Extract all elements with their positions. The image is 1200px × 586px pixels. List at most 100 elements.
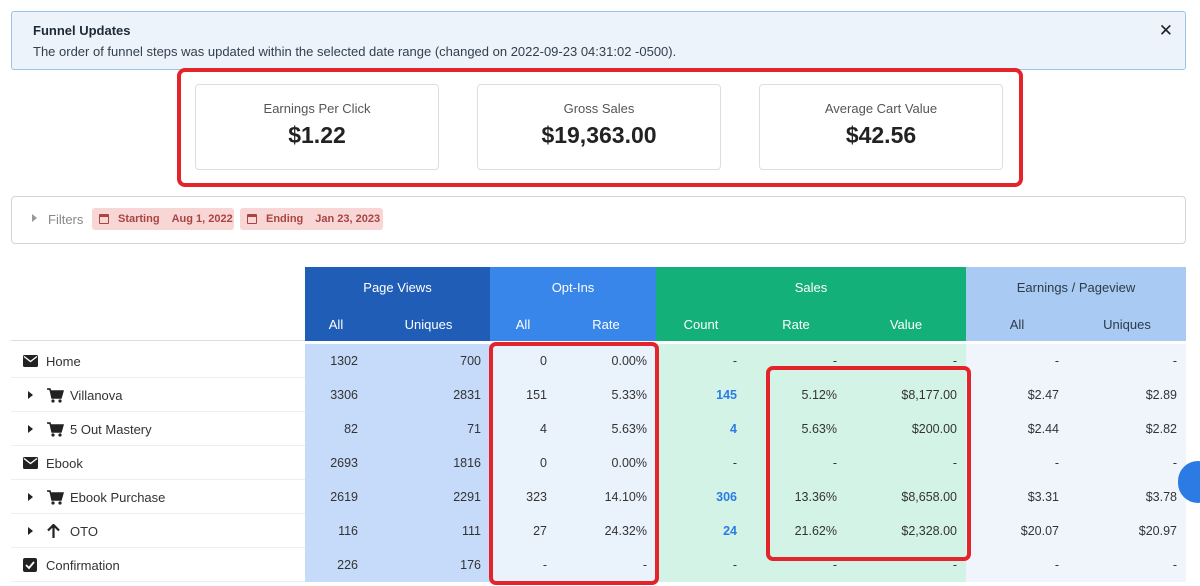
cell-oi-all: 323 — [490, 480, 556, 514]
funnel-updates-alert: Funnel Updates The order of funnel steps… — [11, 11, 1186, 70]
cell-sa-count[interactable]: 306 — [656, 480, 746, 514]
stat-label: Gross Sales — [563, 101, 635, 116]
help-chat-button[interactable] — [1178, 461, 1200, 503]
calendar-icon — [247, 214, 257, 224]
end-date-chip[interactable]: Ending Jan 23, 2023 — [240, 208, 383, 230]
cell-pv-uniques: 700 — [367, 344, 490, 378]
caret-right-icon[interactable] — [28, 391, 33, 399]
col-header-sa-value[interactable]: Value — [846, 307, 966, 341]
step-name[interactable]: Villanova — [70, 387, 123, 403]
cell-sa-value: $8,177.00 — [846, 378, 966, 412]
cell-sa-rate: - — [746, 344, 846, 378]
cell-oi-rate: 24.32% — [556, 514, 656, 548]
cell-pv-all: 116 — [305, 514, 367, 548]
filters-toggle[interactable]: Filters — [48, 212, 84, 227]
step-name[interactable]: Ebook Purchase — [70, 489, 166, 505]
cell-pv-all: 82 — [305, 412, 367, 446]
cell-ep-all: $2.47 — [966, 378, 1068, 412]
col-header-pv-uniques[interactable]: Uniques — [367, 307, 490, 341]
envelope-icon — [23, 354, 38, 372]
row-divider — [11, 513, 305, 514]
cell-ep-all: $20.07 — [966, 514, 1068, 548]
cell-sa-count[interactable]: 4 — [656, 412, 746, 446]
col-header-oi-rate[interactable]: Rate — [556, 307, 656, 341]
sales-highlight-outline — [766, 366, 971, 561]
col-header-oi-all[interactable]: All — [490, 307, 556, 341]
stat-value: $1.22 — [288, 122, 346, 148]
step-name[interactable]: OTO — [70, 523, 98, 539]
stat-value: $42.56 — [845, 122, 917, 148]
cell-sa-rate: 5.12% — [746, 378, 846, 412]
step-name[interactable]: Ebook — [46, 455, 83, 471]
stat-card-gross-sales: Gross Sales $19,363.00 — [477, 84, 721, 170]
table-row: Home 1302 700 0 0.00% - - - - - — [11, 344, 1186, 378]
cell-pv-all: 1302 — [305, 344, 367, 378]
cell-sa-value: - — [846, 548, 966, 582]
end-date-label: Ending — [266, 213, 304, 225]
cell-pv-all: 2619 — [305, 480, 367, 514]
row-divider — [11, 479, 305, 480]
cell-ep-uniques: - — [1068, 446, 1186, 480]
caret-right-icon[interactable] — [32, 214, 37, 222]
calendar-icon — [99, 214, 109, 224]
cell-sa-count[interactable]: 145 — [656, 378, 746, 412]
col-header-pv-all[interactable]: All — [305, 307, 367, 341]
group-header-earnings-pageview: Earnings / Pageview — [966, 267, 1186, 307]
table-row: OTO 116 111 27 24.32% 24 21.62% $2,328.00 $20.07… — [11, 514, 1186, 548]
cell-sa-count: - — [656, 446, 746, 480]
cart-icon — [47, 388, 64, 408]
close-icon[interactable]: ✕ — [1158, 21, 1173, 40]
group-header-page-views: Page Views — [305, 267, 490, 307]
caret-right-icon[interactable] — [28, 425, 33, 433]
cell-sa-value: $200.00 — [846, 412, 966, 446]
cell-sa-rate: - — [746, 446, 846, 480]
col-header-sa-count[interactable]: Count — [656, 307, 746, 341]
stat-card-earnings-per-click: Earnings Per Click $1.22 — [195, 84, 439, 170]
cell-oi-all: - — [490, 548, 556, 582]
cell-oi-all: 0 — [490, 344, 556, 378]
checkbox-icon — [23, 558, 37, 577]
cell-ep-all: - — [966, 446, 1068, 480]
cell-ep-all: $3.31 — [966, 480, 1068, 514]
cell-ep-all: - — [966, 548, 1068, 582]
start-date-chip[interactable]: Starting Aug 1, 2022 — [92, 208, 234, 230]
caret-right-icon[interactable] — [28, 527, 33, 535]
step-name[interactable]: 5 Out Mastery — [70, 421, 152, 437]
stat-card-average-cart-value: Average Cart Value $42.56 — [759, 84, 1003, 170]
cell-oi-rate: 0.00% — [556, 446, 656, 480]
table-row: Villanova 3306 2831 151 5.33% 145 5.12% $8,177.… — [11, 378, 1186, 412]
end-date-value: Jan 23, 2023 — [315, 213, 381, 225]
filters-bar: Filters Starting Aug 1, 2022 Ending Jan … — [11, 196, 1186, 244]
stat-label: Earnings Per Click — [263, 101, 371, 116]
cell-sa-count: - — [656, 548, 746, 582]
cell-pv-all: 2693 — [305, 446, 367, 480]
cell-ep-uniques: - — [1068, 548, 1186, 582]
row-divider — [11, 445, 305, 446]
cell-oi-rate: 5.33% — [556, 378, 656, 412]
arrow-up-icon — [47, 523, 60, 544]
cell-sa-rate: - — [746, 548, 846, 582]
stat-value: $19,363.00 — [541, 122, 657, 148]
cell-pv-uniques: 2831 — [367, 378, 490, 412]
optins-highlight-outline — [489, 342, 659, 585]
cell-sa-rate: 5.63% — [746, 412, 846, 446]
step-name[interactable]: Confirmation — [46, 557, 120, 573]
cell-sa-count[interactable]: 24 — [656, 514, 746, 548]
cell-ep-all: - — [966, 344, 1068, 378]
cell-oi-rate: 0.00% — [556, 344, 656, 378]
cell-pv-uniques: 176 — [367, 548, 490, 582]
stat-label: Average Cart Value — [824, 101, 938, 116]
col-header-sa-rate[interactable]: Rate — [746, 307, 846, 341]
caret-right-icon[interactable] — [28, 493, 33, 501]
row-divider — [11, 411, 305, 412]
stats-highlight-outline — [177, 68, 1023, 187]
start-date-label: Starting — [118, 213, 160, 225]
col-header-ep-all[interactable]: All — [966, 307, 1068, 341]
cell-sa-value: - — [846, 446, 966, 480]
step-name[interactable]: Home — [46, 353, 81, 369]
table-row: Ebook Purchase 2619 2291 323 14.10% 306 13.36%… — [11, 480, 1186, 514]
row-divider — [11, 581, 305, 582]
col-header-ep-uniques[interactable]: Uniques — [1068, 307, 1186, 341]
cell-sa-value: - — [846, 344, 966, 378]
cell-pv-uniques: 2291 — [367, 480, 490, 514]
